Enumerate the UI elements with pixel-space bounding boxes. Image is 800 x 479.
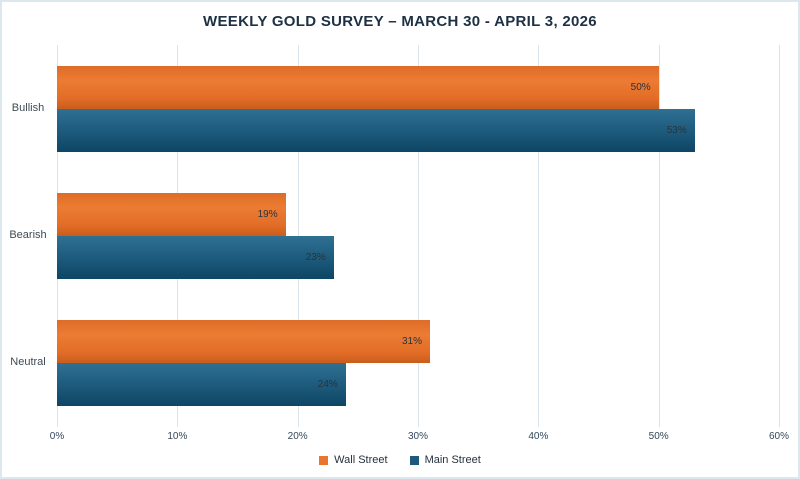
bar-value-label: 53% [666,124,687,136]
gridline [658,45,660,427]
bar-value-label: 24% [317,379,338,391]
legend-label: Main Street [424,454,481,466]
gridline [538,45,540,427]
x-axis-tick-label: 10% [167,431,188,442]
gridline [418,45,419,427]
legend-item-main-street: Main Street [409,454,481,466]
category-label-neutral: Neutral [10,356,46,369]
x-axis-tick-label: 30% [407,431,429,442]
legend-item-wall-street: Wall Street [319,454,388,466]
legend-swatch-main-street [409,455,419,465]
bar-main-street-neutral: 24% [57,363,346,407]
gridline [779,45,780,427]
category-label-bullish: Bullish [11,101,45,114]
bar-wall-street-bullish: 50% [57,65,659,109]
legend-swatch-wall-street [319,455,329,465]
x-axis-tick-label: 0% [49,431,65,442]
x-axis-tick-label: 60% [768,431,790,442]
bar-value-label: 23% [305,252,326,263]
x-axis-tick-label: 40% [528,431,549,442]
bar-value-label: 31% [402,336,423,348]
bar-wall-street-neutral: 31% [57,320,431,364]
legend: Wall Street Main Street [2,454,798,466]
plot-area: 50% 53% 19% 23% 31% 24% [57,45,780,427]
bar-wall-street-bearish: 19% [57,193,286,236]
bar-main-street-bullish: 53% [57,108,695,152]
bar-value-label: 19% [257,209,278,220]
bar-main-street-bearish: 23% [57,236,334,279]
legend-label: Wall Street [334,454,388,466]
x-axis-tick-label: 20% [287,431,308,442]
category-label-bearish: Bearish [9,229,47,241]
bar-value-label: 50% [630,81,651,93]
chart-title: WEEKLY GOLD SURVEY – MARCH 30 - APRIL 3,… [203,13,597,30]
x-axis-tick-label: 50% [648,431,669,442]
